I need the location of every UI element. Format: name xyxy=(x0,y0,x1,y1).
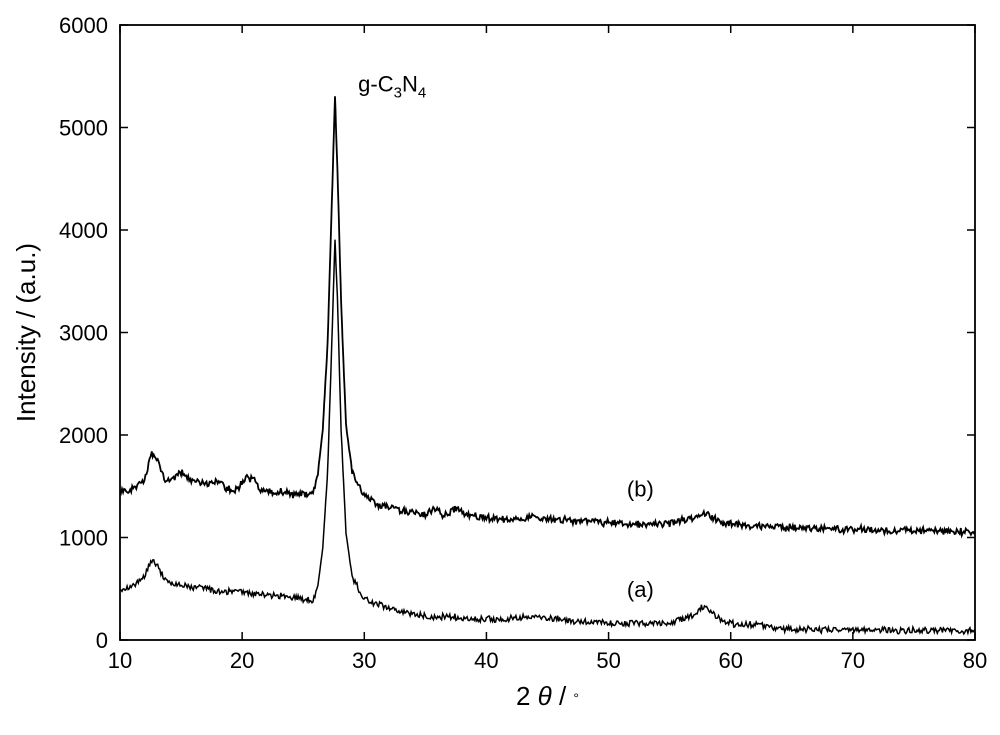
y-tick-label: 2000 xyxy=(59,423,108,448)
series-b-path xyxy=(120,96,975,535)
y-tick-label: 6000 xyxy=(59,13,108,38)
y-tick-label: 4000 xyxy=(59,218,108,243)
x-tick-label: 10 xyxy=(108,648,132,673)
x-tick-label: 70 xyxy=(841,648,865,673)
y-axis-label: Intensity / (a.u.) xyxy=(11,243,41,422)
x-axis-label: 2 θ / ° xyxy=(516,681,579,711)
y-tick-label: 5000 xyxy=(59,116,108,141)
x-tick-label: 80 xyxy=(963,648,987,673)
x-tick-label: 50 xyxy=(596,648,620,673)
x-tick-label: 60 xyxy=(718,648,742,673)
series-a-label: (a) xyxy=(627,577,654,602)
series-b-label: (b) xyxy=(627,477,654,502)
series-a-path xyxy=(120,240,975,634)
chart-svg: 10 20 30 40 50 60 70 80 0 1000 2000 3000 4000 5000 600… xyxy=(0,0,1000,735)
xrd-chart: 10 20 30 40 50 60 70 80 0 1000 2000 3000 4000 5000 600… xyxy=(0,0,1000,735)
y-tick-label: 1000 xyxy=(59,526,108,551)
series-a xyxy=(120,240,975,634)
y-tick-label: 3000 xyxy=(59,321,108,346)
y-tick-label: 0 xyxy=(96,628,108,653)
x-tick-label: 30 xyxy=(352,648,376,673)
x-tick-label: 40 xyxy=(474,648,498,673)
x-tick-label: 20 xyxy=(230,648,254,673)
peak-label: g-C3N4 xyxy=(358,72,426,102)
series-b xyxy=(120,96,975,535)
plot-border xyxy=(120,25,975,640)
